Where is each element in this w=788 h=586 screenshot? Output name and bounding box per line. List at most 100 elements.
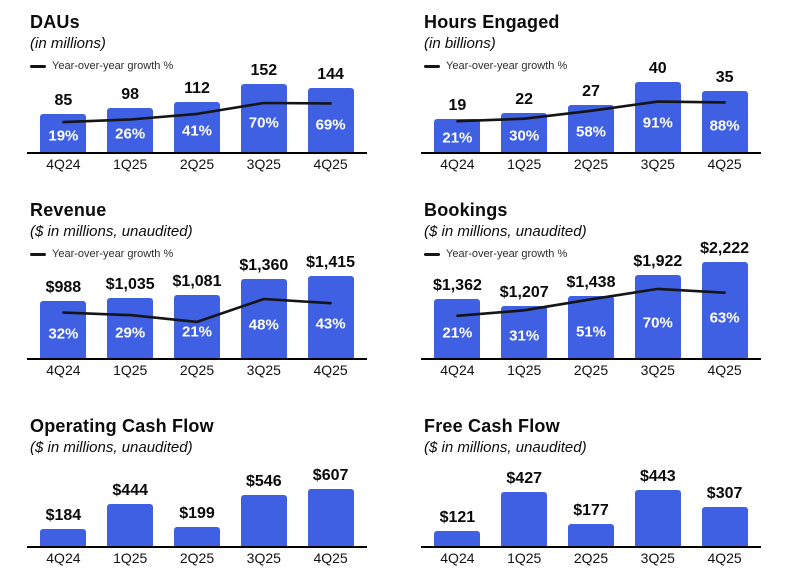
x-axis-line	[27, 358, 367, 360]
bar-value-label: $199	[179, 505, 215, 522]
chart-free-cash-flow: Free Cash Flow ($ in millions, unaudited…	[394, 390, 788, 586]
bar-plot: $184 $444 $199 $546 $607 4Q24 1Q25 2Q25 3Q25 4Q25	[27, 463, 367, 570]
chart-title: DAUs	[30, 12, 80, 32]
chart-daus: DAUs (in millions) Year-over-year growth…	[0, 0, 394, 190]
bar-value-label: $546	[246, 473, 282, 490]
chart-subtitle: ($ in millions, unaudited)	[424, 223, 587, 240]
legend-label: Year-over-year growth %	[446, 60, 568, 72]
x-axis-label: 1Q25	[113, 156, 148, 172]
growth-line-legend-icon	[424, 252, 440, 256]
growth-percent-label: 51%	[575, 323, 607, 341]
legend-label: Year-over-year growth %	[446, 248, 568, 260]
bar-1Q25: 31%	[501, 306, 548, 358]
x-axis-line	[421, 546, 761, 548]
growth-percent-label: 69%	[315, 116, 346, 134]
growth-line-legend-icon	[30, 252, 46, 256]
growth-percent-label: 21%	[181, 323, 213, 341]
bar-1Q25: 26%	[107, 108, 154, 152]
chart-title: Operating Cash Flow	[30, 416, 214, 436]
legend-label: Year-over-year growth %	[52, 60, 174, 72]
chart-operating-cash-flow: Operating Cash Flow ($ in millions, unau…	[0, 390, 394, 586]
growth-percent-label: 58%	[575, 123, 607, 141]
bar-value-label: $121	[439, 509, 476, 526]
x-axis-label: 4Q25	[313, 362, 348, 378]
x-axis-label: 3Q25	[246, 362, 281, 378]
x-axis-label: 4Q24	[440, 362, 475, 378]
x-axis-label: 3Q25	[640, 156, 675, 172]
x-axis-label: 4Q24	[46, 550, 81, 566]
bar-value-label: $1,360	[239, 257, 289, 274]
bar-value-label: 144	[317, 66, 344, 83]
bar-plot: 19% 85 26% 98 41% 112 70% 152 69% 144 4Q24 1Q25 2Q25…	[27, 58, 367, 176]
x-axis-labels: 4Q24 1Q25 2Q25 3Q25 4Q25	[30, 550, 364, 570]
growth-percent-label: 30%	[509, 127, 540, 145]
growth-percent-label: 70%	[642, 314, 673, 332]
bar-value-label: 19	[448, 97, 467, 114]
bar-3Q25	[634, 490, 681, 546]
bar-value-label: 35	[715, 69, 734, 86]
chart-revenue: Revenue ($ in millions, unaudited) Year-…	[0, 190, 394, 390]
bar-value-label: $988	[45, 279, 82, 296]
x-axis-label: 1Q25	[113, 362, 148, 378]
bar-value-label: $2,222	[700, 240, 750, 257]
growth-percent-label: 63%	[709, 309, 740, 327]
x-axis-label: 2Q25	[179, 362, 215, 378]
x-axis-line	[421, 358, 761, 360]
bar-value-label: $177	[573, 502, 609, 519]
bar-3Q25: 91%	[634, 82, 681, 152]
growth-percent-label: 29%	[115, 324, 146, 342]
bar-4Q24: 32%	[40, 301, 87, 358]
bar-value-label: $1,438	[566, 274, 616, 291]
x-axis-label: 4Q25	[707, 362, 742, 378]
chart-subtitle: ($ in millions, unaudited)	[30, 439, 193, 456]
growth-percent-label: 26%	[115, 125, 146, 143]
x-axis-label: 2Q25	[573, 156, 609, 172]
growth-percent-label: 48%	[248, 316, 279, 334]
bar-value-label: 98	[121, 86, 140, 103]
growth-percent-label: 43%	[315, 315, 346, 333]
chart-title: Free Cash Flow	[424, 416, 560, 436]
x-axis-label: 3Q25	[246, 156, 281, 172]
x-axis-line	[27, 152, 367, 154]
bar-value-label: $307	[706, 485, 743, 502]
bar-4Q24: 21%	[434, 119, 481, 152]
bar-1Q25	[501, 492, 548, 546]
bar-2Q25	[568, 524, 614, 546]
x-axis-label: 3Q25	[246, 550, 281, 566]
x-axis-labels: 4Q24 1Q25 2Q25 3Q25 4Q25	[424, 362, 758, 382]
bar-4Q25	[307, 489, 354, 546]
bar-value-label: $1,207	[499, 284, 549, 301]
x-axis-labels: 4Q24 1Q25 2Q25 3Q25 4Q25	[424, 550, 758, 570]
bar-value-label: $443	[640, 468, 676, 485]
x-axis-label: 4Q24	[440, 550, 475, 566]
bar-4Q24	[434, 531, 481, 546]
growth-percent-label: 41%	[181, 122, 213, 140]
x-axis-label: 4Q25	[313, 156, 348, 172]
chart-subtitle: (in millions)	[30, 35, 106, 52]
bar-plot: 21% 19 30% 22 58% 27 91% 40 88% 35 4Q24 1Q25 2Q25 3Q2…	[421, 56, 761, 176]
legend: Year-over-year growth %	[424, 248, 758, 260]
yoy-growth-line	[62, 101, 332, 124]
growth-percent-label: 88%	[709, 117, 740, 135]
bar-3Q25: 70%	[240, 84, 287, 152]
bar-value-label: 27	[582, 83, 600, 100]
chart-title: Bookings	[424, 200, 508, 220]
yoy-growth-line	[62, 297, 332, 324]
x-axis-labels: 4Q24 1Q25 2Q25 3Q25 4Q25	[30, 156, 364, 176]
bar-1Q25: 29%	[107, 298, 154, 358]
bar-4Q25	[701, 507, 748, 546]
growth-percent-label: 19%	[48, 127, 79, 145]
yoy-growth-line	[456, 287, 726, 318]
x-axis-label: 1Q25	[113, 550, 148, 566]
chart-hours-engaged: Hours Engaged (in billions) Year-over-ye…	[394, 0, 788, 190]
bar-1Q25: 30%	[501, 113, 548, 152]
bar-value-label: 85	[54, 92, 73, 109]
bar-plot: 32% $988 29% $1,035 21% $1,081 48% $1,360 43% $1,…	[27, 250, 367, 382]
growth-percent-label: 31%	[509, 327, 540, 345]
bar-value-label: $1,035	[105, 276, 155, 293]
bar-3Q25	[240, 495, 287, 546]
x-axis-label: 2Q25	[179, 550, 215, 566]
chart-subtitle: (in billions)	[424, 35, 496, 52]
bar-2Q25: 21%	[174, 295, 220, 358]
